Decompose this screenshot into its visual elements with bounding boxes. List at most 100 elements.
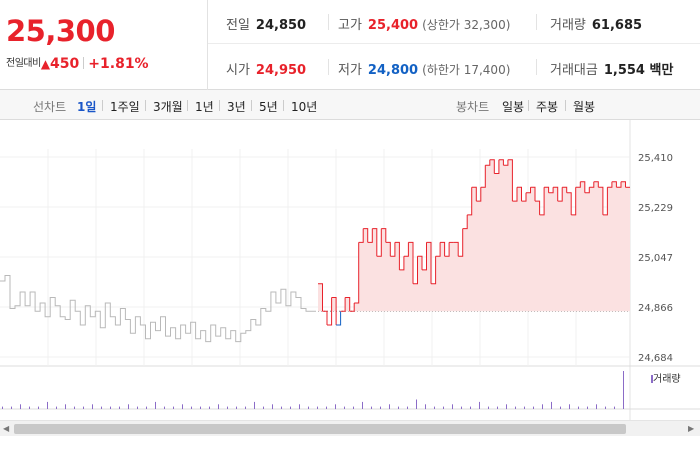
volume-bar: [479, 401, 480, 409]
volume-bar: [11, 406, 12, 409]
upper-limit-text: (상한가 32,300): [422, 18, 511, 32]
scroll-right-arrow-icon[interactable]: ▶: [688, 424, 695, 433]
current-price: 25,300: [6, 14, 115, 48]
today-line-segment: [399, 256, 405, 271]
volume-bar: [281, 406, 282, 409]
stats-row-1: 전일 24,850 고가 25,400 (상한가 32,300) 거래량 61,685: [208, 0, 700, 44]
volume-bar: [128, 404, 129, 410]
today-line-segment: [598, 186, 604, 215]
volume-bar: [452, 404, 453, 410]
volume-bar: [551, 401, 552, 409]
volume-bar: [371, 406, 372, 409]
volume-bar: [20, 404, 21, 410]
tab-monthly-candle[interactable]: 월봉: [573, 100, 596, 114]
tab-daily-candle[interactable]: 일봉: [502, 100, 525, 114]
divider: [145, 100, 146, 111]
divider: [102, 100, 103, 111]
volume-bar: [614, 406, 615, 409]
today-line-segment: [462, 214, 468, 230]
volume-bar: [218, 404, 219, 410]
volume-bar: [92, 404, 93, 410]
quote-stats: 전일 24,850 고가 25,400 (상한가 32,300) 거래량 61,685 …: [208, 0, 700, 90]
today-line-segment: [485, 159, 491, 166]
volume-bar: [587, 406, 588, 409]
tab-1-year[interactable]: 1년: [195, 100, 214, 114]
low-value: 24,800: [367, 63, 419, 78]
volume-bar: [542, 404, 543, 410]
tab-10-year[interactable]: 10년: [291, 100, 318, 114]
tab-3-year[interactable]: 3년: [227, 100, 246, 114]
today-line-segment: [526, 187, 531, 194]
today-line-segment: [417, 255, 423, 270]
today-line-segment: [458, 228, 464, 257]
today-line-segment: [566, 192, 572, 215]
today-line-segment: [557, 187, 563, 202]
today-line-segment: [318, 283, 323, 312]
tab-weekly-candle[interactable]: 주봉: [536, 100, 559, 114]
candle-chart-label: 봉차트: [456, 100, 490, 114]
volume-bar: [344, 406, 345, 409]
today-line-segment: [575, 181, 581, 188]
volume-bar: [119, 406, 120, 409]
volume-bar: [83, 406, 84, 409]
volume-bar: [317, 406, 318, 409]
volume-bar: [488, 406, 489, 409]
today-line-segment: [621, 181, 626, 188]
volume-bar: [398, 406, 399, 409]
divider: [219, 100, 220, 111]
tab-1-day[interactable]: 1일: [77, 100, 97, 114]
today-line-segment: [322, 310, 328, 325]
chart-scrollbar[interactable]: ◀ ▶: [0, 420, 700, 436]
volume-bar: [524, 406, 525, 409]
volume-bar: [137, 406, 138, 409]
today-line-segment: [327, 297, 333, 326]
today-line-segment: [345, 297, 351, 312]
low-label: 저가: [338, 63, 362, 78]
divider: [83, 57, 85, 69]
volume-bar: [380, 406, 381, 409]
y-tick-label: 24,684: [638, 353, 673, 364]
tab-1-week[interactable]: 1주일: [110, 100, 140, 114]
scroll-thumb[interactable]: [14, 424, 626, 434]
volume-bar: [578, 406, 579, 409]
volume-bar: [164, 406, 165, 409]
divider: [328, 59, 329, 75]
volume-bar: [236, 406, 237, 409]
volume-bar: [407, 406, 408, 409]
today-line-segment: [530, 186, 536, 202]
today-line-segment: [494, 159, 500, 174]
divider: [536, 59, 537, 75]
volume-bar: [182, 404, 183, 410]
volume-bar: [2, 406, 3, 409]
today-line-segment: [336, 311, 342, 326]
today-line-segment: [367, 228, 373, 243]
tab-3-month[interactable]: 3개월: [153, 100, 183, 114]
volume-bar: [515, 406, 516, 409]
previous-day-line: [0, 275, 316, 343]
today-line-segment: [480, 165, 486, 188]
up-area: [318, 159, 630, 312]
volume-bar: [605, 406, 606, 409]
y-axis-ticks: 25,410 25,229 25,047 24,866 24,684: [638, 153, 673, 364]
today-line-segment: [535, 200, 541, 215]
divider: [251, 100, 252, 111]
today-line-segment: [611, 181, 617, 188]
volume-bar: [56, 406, 57, 409]
today-line-segment: [503, 159, 509, 166]
today-line-segment: [616, 181, 622, 188]
y-tick-label: 24,866: [638, 303, 673, 314]
high-value: 25,400: [367, 18, 419, 33]
high-label: 고가: [338, 18, 362, 33]
today-line-segment: [340, 297, 346, 312]
scroll-left-arrow-icon[interactable]: ◀: [3, 424, 10, 433]
volume-bar: [299, 404, 300, 410]
volume-bar: [65, 404, 66, 410]
today-line-segment: [584, 187, 590, 194]
volume-bar: [245, 406, 246, 409]
tab-5-year[interactable]: 5년: [259, 100, 278, 114]
today-line-segment: [471, 186, 477, 202]
today-line-segment: [453, 241, 459, 257]
volume-bar: [506, 404, 507, 410]
today-line-segment: [372, 228, 378, 257]
today-line-segment: [553, 186, 559, 202]
